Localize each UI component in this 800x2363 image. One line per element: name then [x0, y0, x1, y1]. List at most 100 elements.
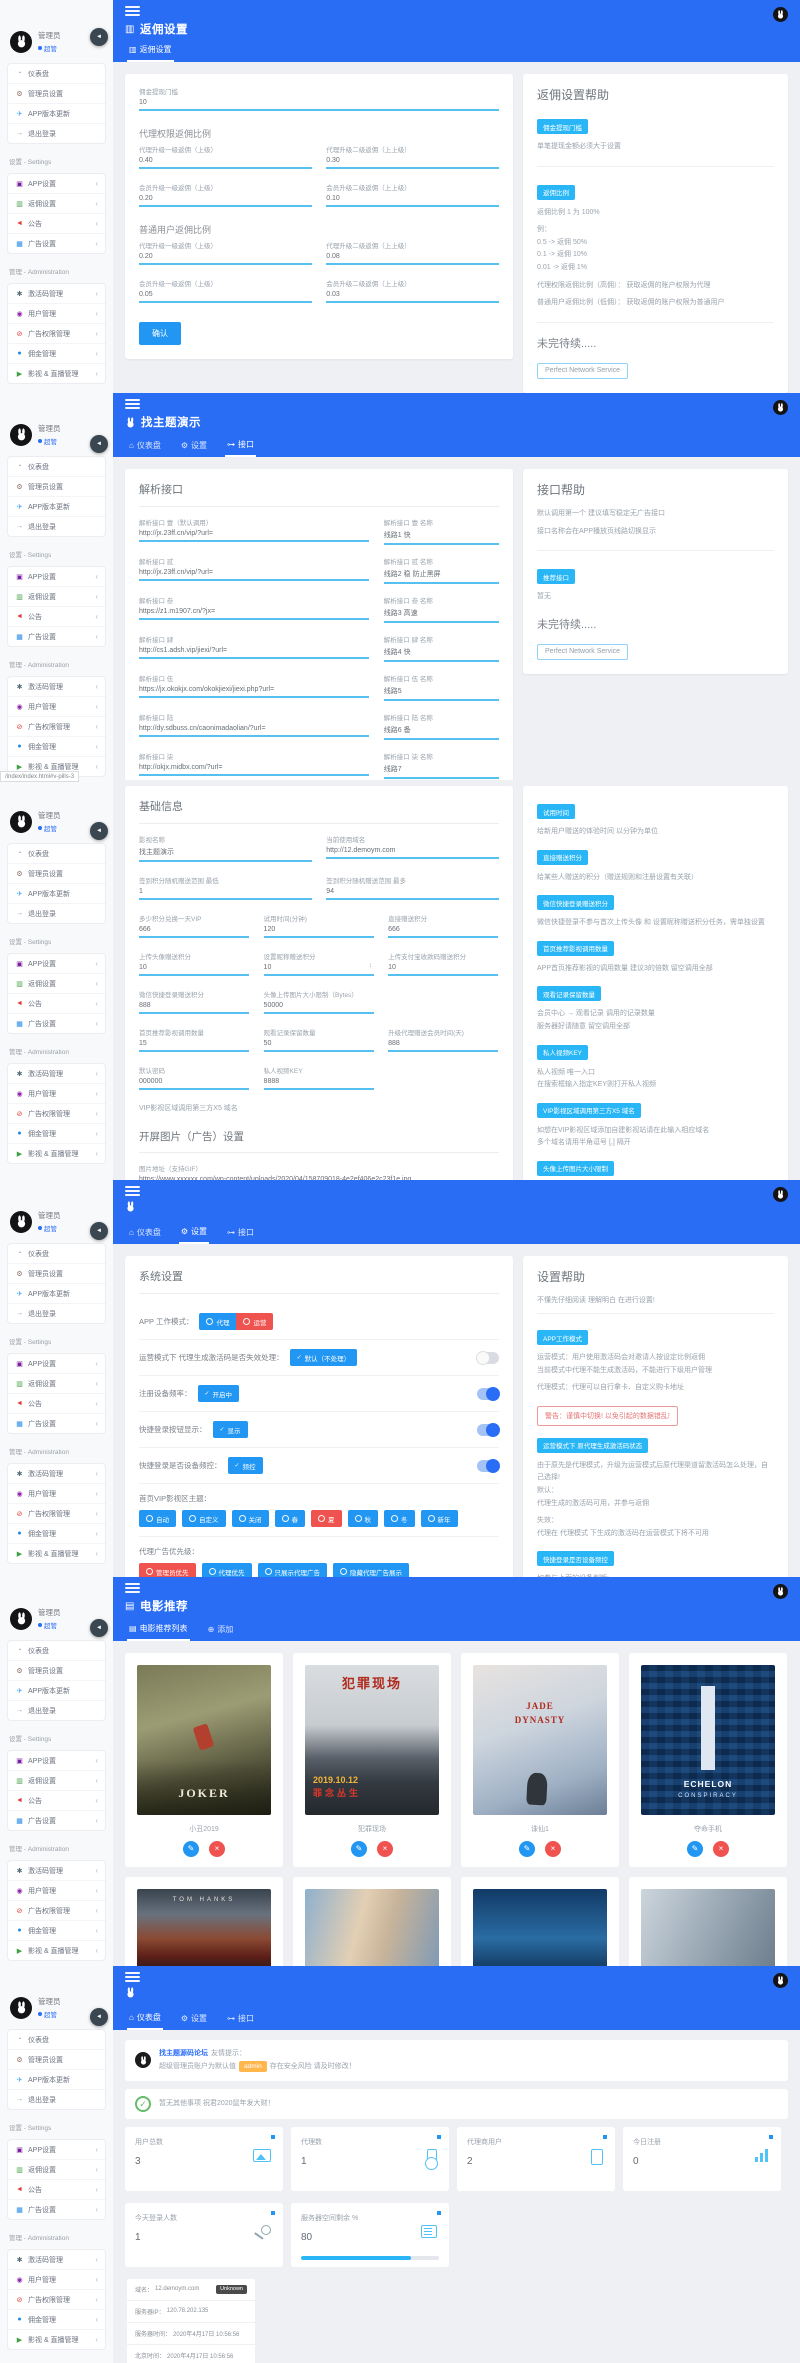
sidebar-item-ad-permission-management[interactable]: ⊘ 广告权限管理 ‹: [8, 1104, 105, 1124]
sidebar-item-admin-settings[interactable]: ⚙ 管理员设置: [8, 1661, 105, 1681]
sidebar-collapse-button[interactable]: ◄: [90, 1222, 108, 1240]
input-field[interactable]: 666: [139, 923, 250, 938]
sidebar-item-commission-management[interactable]: ● 佣金管理 ‹: [8, 737, 105, 757]
sidebar-item-user-management[interactable]: ◉ 用户管理 ‹: [8, 1084, 105, 1104]
tab-设置[interactable]: ⚙ 设置: [179, 2012, 209, 2030]
input-field[interactable]: https://www.xxxxxx.com/wp-content/upload…: [139, 1173, 499, 1180]
tab-接口[interactable]: ⊶ 接口: [225, 2012, 256, 2030]
sidebar-item-video-live-management[interactable]: ▶ 影视 & 直播管理 ‹: [8, 1941, 105, 1960]
sidebar-item-video-live-management[interactable]: ▶ 影视 & 直播管理 ‹: [8, 757, 105, 776]
brand-button[interactable]: Perfect Network Service: [537, 643, 629, 660]
name-input-field[interactable]: 线路2 稳 防止黑屏: [383, 566, 499, 584]
sidebar-item-app-settings[interactable]: ▣ APP设置 ‹: [8, 567, 105, 587]
menu-icon[interactable]: [125, 1583, 140, 1595]
edit-movie-button[interactable]: ✎: [183, 1841, 199, 1857]
option-chip[interactable]: 运营: [236, 1313, 274, 1330]
sidebar-item-logout[interactable]: → 退出登录: [8, 1701, 105, 1720]
sidebar-item-app-version-update[interactable]: ✈ APP版本更新: [8, 1681, 105, 1701]
delete-movie-button[interactable]: ×: [545, 1841, 561, 1857]
input-field[interactable]: 50: [263, 1037, 374, 1052]
sidebar-item-app-version-update[interactable]: ✈ APP版本更新: [8, 884, 105, 904]
input-field[interactable]: 15: [139, 1037, 250, 1052]
toggle-switch[interactable]: [477, 1422, 500, 1437]
input-field[interactable]: http://12.demoym.com: [326, 844, 499, 859]
sidebar-item-logout[interactable]: → 退出登录: [8, 1304, 105, 1323]
menu-icon[interactable]: [125, 1186, 140, 1198]
toggle-switch[interactable]: [477, 1386, 500, 1401]
sidebar-item-commission-management[interactable]: ● 佣金管理 ‹: [8, 1921, 105, 1941]
input-field[interactable]: 10: [388, 961, 499, 976]
sidebar-item-activation-code-management[interactable]: ✱ 激活码管理 ‹: [8, 1861, 105, 1881]
sidebar-collapse-button[interactable]: ◄: [90, 1619, 108, 1637]
input-field[interactable]: 0.08: [326, 250, 499, 265]
tab-设置[interactable]: ⚙ 设置: [178, 1226, 210, 1244]
option-chip[interactable]: 自定义: [182, 1510, 226, 1527]
input-field[interactable]: 0.10: [326, 192, 499, 207]
sidebar-item-app-version-update[interactable]: ✈ APP版本更新: [8, 1284, 105, 1304]
input-field[interactable]: 888: [388, 1037, 499, 1052]
sidebar-item-dashboard[interactable]: ◔ 仪表盘: [8, 844, 105, 864]
sidebar-item-ad-settings[interactable]: ▦ 广告设置 ‹: [8, 1414, 105, 1433]
toggle-switch[interactable]: [476, 1350, 499, 1365]
sidebar-item-dashboard[interactable]: ◔ 仪表盘: [8, 1641, 105, 1661]
option-chip[interactable]: ✓ 开启中: [197, 1385, 240, 1402]
tab-接口[interactable]: ⊶ 接口: [225, 439, 257, 457]
url-input-field[interactable]: http://okjx.midbx.com/?url=: [139, 761, 370, 776]
sidebar-item-ad-permission-management[interactable]: ⊘ 广告权限管理 ‹: [8, 717, 105, 737]
sidebar-item-admin-settings[interactable]: ⚙ 管理员设置: [8, 864, 105, 884]
tab-仪表盘[interactable]: ⌂ 仪表盘: [127, 1226, 163, 1244]
sidebar-item-announcement[interactable]: ◄ 公告 ‹: [8, 607, 105, 627]
sidebar-item-user-management[interactable]: ◉ 用户管理 ‹: [8, 304, 105, 324]
delete-movie-button[interactable]: ×: [713, 1841, 729, 1857]
input-field[interactable]: 000000: [139, 1075, 250, 1090]
sidebar-collapse-button[interactable]: ◄: [90, 435, 108, 453]
sidebar-item-ad-permission-management[interactable]: ⊘ 广告权限管理 ‹: [8, 1504, 105, 1524]
sidebar-item-logout[interactable]: → 退出登录: [8, 904, 105, 923]
input-field[interactable]: 0.30: [326, 154, 499, 169]
option-chip[interactable]: 新年: [420, 1510, 458, 1527]
edit-movie-button[interactable]: ✎: [351, 1841, 367, 1857]
sidebar-item-app-settings[interactable]: ▣ APP设置 ‹: [8, 174, 105, 194]
input-field[interactable]: 0.40: [139, 154, 312, 169]
delete-movie-button[interactable]: ×: [209, 1841, 225, 1857]
sidebar-item-user-management[interactable]: ◉ 用户管理 ‹: [8, 2270, 105, 2290]
sidebar-item-dashboard[interactable]: ◔ 仪表盘: [8, 64, 105, 84]
rabbit-logo-button[interactable]: [773, 1584, 788, 1599]
input-field[interactable]: 0.20: [139, 250, 312, 265]
sidebar-item-app-settings[interactable]: ▣ APP设置 ‹: [8, 2140, 105, 2160]
sidebar-item-user-management[interactable]: ◉ 用户管理 ‹: [8, 1484, 105, 1504]
option-chip[interactable]: ✓ 默认（不处理）: [289, 1349, 358, 1366]
sidebar-item-rebate-settings[interactable]: ▥ 返佣设置 ‹: [8, 194, 105, 214]
sidebar-collapse-button[interactable]: ◄: [90, 28, 108, 46]
name-input-field[interactable]: 线路7: [383, 761, 499, 779]
option-chip[interactable]: 代理优先: [201, 1563, 252, 1577]
option-chip[interactable]: 夏: [311, 1510, 342, 1527]
sidebar-item-announcement[interactable]: ◄ 公告 ‹: [8, 1791, 105, 1811]
input-field[interactable]: 0.03: [326, 288, 499, 303]
sidebar-item-app-settings[interactable]: ▣ APP设置 ‹: [8, 954, 105, 974]
rabbit-logo-button[interactable]: [773, 7, 788, 22]
sidebar-item-logout[interactable]: → 退出登录: [8, 517, 105, 536]
name-input-field[interactable]: 线路3 高速: [383, 605, 499, 623]
sidebar-item-admin-settings[interactable]: ⚙ 管理员设置: [8, 2050, 105, 2070]
tab-添加[interactable]: ⊕ 添加: [206, 1623, 236, 1641]
sidebar-item-admin-settings[interactable]: ⚙ 管理员设置: [8, 84, 105, 104]
input-field[interactable]: 0.20: [139, 192, 312, 207]
toggle-switch[interactable]: [477, 1458, 500, 1473]
sidebar-item-admin-settings[interactable]: ⚙ 管理员设置: [8, 1264, 105, 1284]
option-chip[interactable]: 关闭: [231, 1510, 269, 1527]
sidebar-item-app-version-update[interactable]: ✈ APP版本更新: [8, 2070, 105, 2090]
rabbit-logo-button[interactable]: [773, 1187, 788, 1202]
tab-电影推荐列表[interactable]: ▤ 电影推荐列表: [127, 1623, 190, 1641]
sidebar-item-activation-code-management[interactable]: ✱ 激活码管理 ‹: [8, 1464, 105, 1484]
edit-movie-button[interactable]: ✎: [519, 1841, 535, 1857]
input-field[interactable]: 找主题演示: [139, 844, 312, 862]
sidebar-item-ad-permission-management[interactable]: ⊘ 广告权限管理 ‹: [8, 2290, 105, 2310]
option-chip[interactable]: 冬: [384, 1510, 415, 1527]
url-input-field[interactable]: http://jx.23ff.cn/vip/?url=: [139, 566, 370, 581]
option-chip[interactable]: 自动: [139, 1510, 176, 1527]
sidebar-item-app-version-update[interactable]: ✈ APP版本更新: [8, 497, 105, 517]
sidebar-item-announcement[interactable]: ◄ 公告 ‹: [8, 214, 105, 234]
sidebar-item-ad-settings[interactable]: ▦ 广告设置 ‹: [8, 2200, 105, 2219]
sidebar-item-ad-settings[interactable]: ▦ 广告设置 ‹: [8, 234, 105, 253]
